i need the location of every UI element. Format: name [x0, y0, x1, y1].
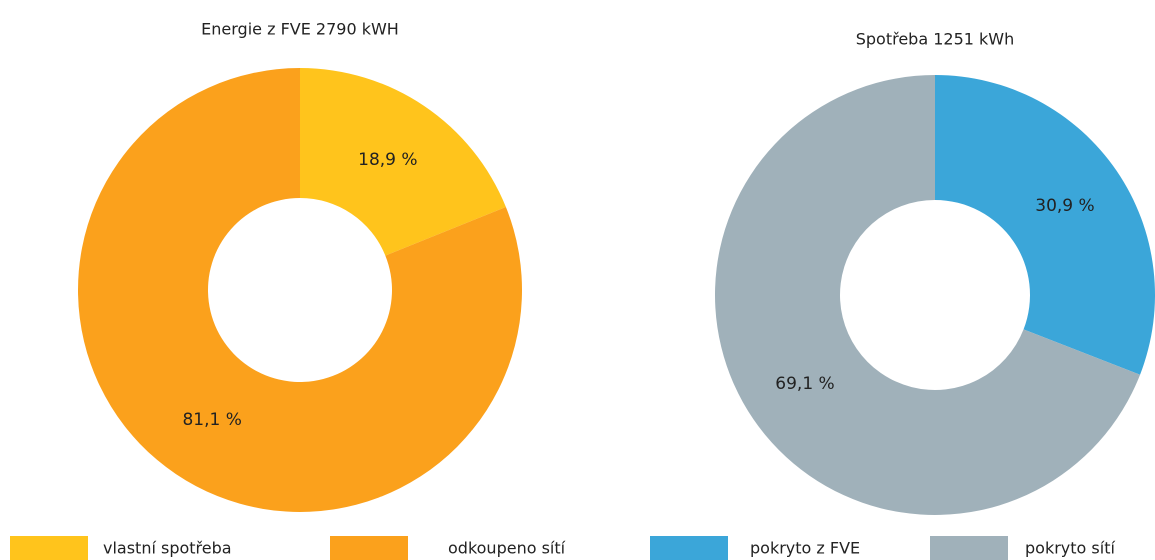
- data-label: 69,1 %: [775, 374, 834, 394]
- data-label: 30,9 %: [1035, 196, 1094, 216]
- legend-label: pokryto sítí: [1025, 539, 1115, 558]
- chart-title: Spotřeba 1251 kWh: [856, 30, 1015, 49]
- donut-slice: [77, 68, 522, 513]
- data-label: 81,1 %: [182, 410, 241, 430]
- legend-swatch: [10, 536, 88, 560]
- legend-swatch: [330, 536, 408, 560]
- legend-label: vlastní spotřeba: [103, 539, 232, 558]
- donut-slice: [715, 75, 1141, 515]
- legend-swatch: [930, 536, 1008, 560]
- donut-slice: [935, 75, 1155, 375]
- data-label: 18,9 %: [358, 150, 417, 170]
- legend-label: odkoupeno sítí: [448, 539, 566, 558]
- chart-title: Energie z FVE 2790 kWH: [201, 20, 399, 39]
- legend-swatch: [650, 536, 728, 560]
- legend-label: pokryto z FVE: [750, 539, 860, 558]
- donut-slice: [300, 68, 506, 256]
